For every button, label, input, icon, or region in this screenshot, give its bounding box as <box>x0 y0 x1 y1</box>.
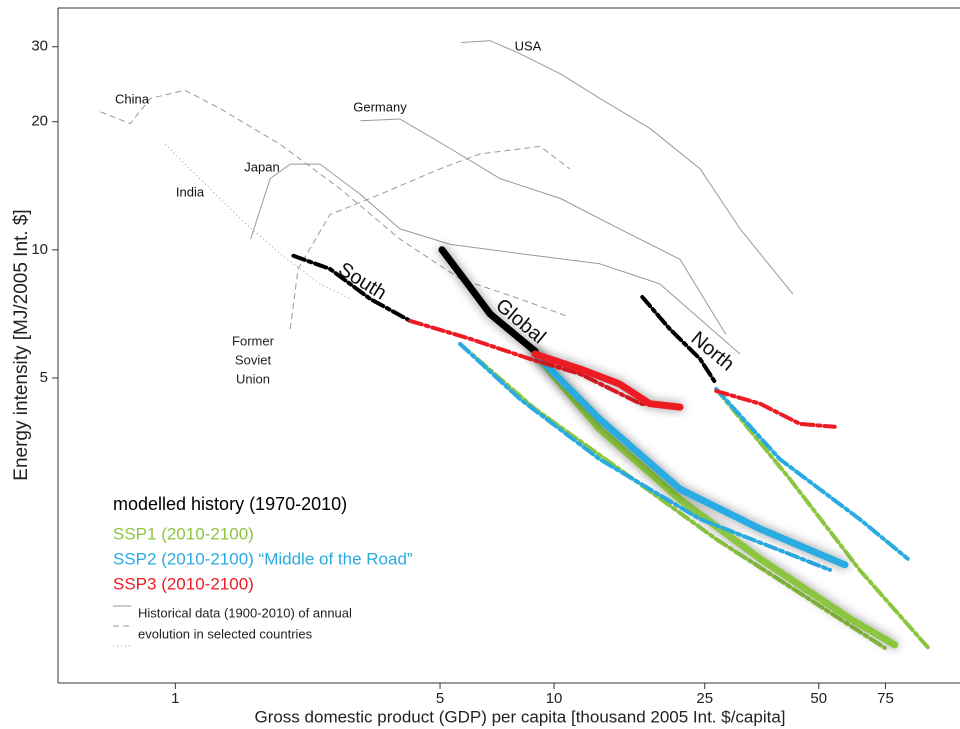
x-tick-label: 75 <box>877 690 894 707</box>
scenario-line <box>640 295 719 386</box>
country-label: Germany <box>353 99 407 114</box>
x-tick-label: 10 <box>546 690 563 707</box>
country-label: China <box>115 91 150 106</box>
historical-line <box>250 163 741 355</box>
x-tick-label: 50 <box>810 690 827 707</box>
legend-label: evolution in selected countries <box>138 626 313 641</box>
x-tick-label: 5 <box>436 690 444 707</box>
country-label: India <box>176 184 205 199</box>
country-label: USA <box>515 38 542 53</box>
x-tick-label: 1 <box>171 690 179 707</box>
scenario-line <box>714 387 932 652</box>
legend-label: modelled history (1970-2010) <box>113 494 347 514</box>
historical-line <box>360 118 727 335</box>
country-label: Japan <box>244 159 279 174</box>
country-label: Former <box>232 333 275 348</box>
y-tick-label: 5 <box>40 369 48 386</box>
scenario-line <box>531 350 849 569</box>
legend-label: SSP3 (2010-2100) <box>113 574 254 593</box>
y-tick-label: 20 <box>31 113 48 130</box>
legend-label: SSP2 (2010-2100) “Middle of the Road” <box>113 549 413 568</box>
y-axis-label: Energy intensity [MJ/2005 Int. $] <box>11 209 32 480</box>
scenario-line <box>714 389 837 429</box>
x-axis-label: Gross domestic product (GDP) per capita … <box>254 707 785 726</box>
scenario-line <box>531 350 684 411</box>
region-label: South <box>334 258 390 304</box>
scenario-line <box>438 246 539 355</box>
scenario-line <box>458 342 832 572</box>
scenario-line <box>714 387 910 561</box>
country-label: Soviet <box>235 352 272 367</box>
scenario-line <box>531 350 899 649</box>
country-label: Union <box>236 371 270 386</box>
scenario-line <box>291 253 413 323</box>
legend-label: Historical data (1900-2010) of annual <box>138 605 352 620</box>
historical-line <box>100 89 570 318</box>
y-tick-label: 30 <box>31 38 48 55</box>
y-tick-label: 10 <box>31 241 48 258</box>
legend-label: SSP1 (2010-2100) <box>113 524 254 543</box>
historical-line <box>164 143 351 300</box>
historical-line <box>461 40 794 295</box>
x-tick-label: 25 <box>696 690 713 707</box>
